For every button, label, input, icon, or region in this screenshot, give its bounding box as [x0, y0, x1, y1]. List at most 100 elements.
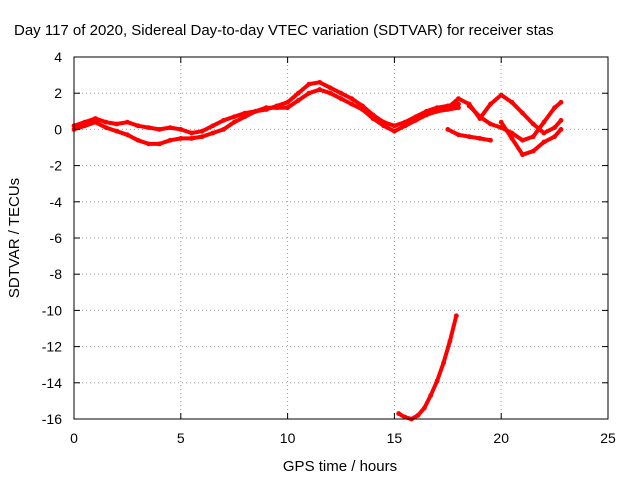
data-point — [509, 136, 515, 141]
data-point — [530, 134, 536, 140]
data-point — [295, 98, 301, 103]
data-point — [338, 96, 344, 102]
y-tick-label: 4 — [54, 49, 62, 65]
data-point — [221, 126, 226, 132]
data-point — [135, 123, 141, 129]
series-line-track-b — [72, 87, 461, 146]
data-point — [447, 338, 453, 344]
data-point — [349, 101, 355, 107]
data-point — [477, 114, 483, 120]
axis-ticks — [73, 56, 609, 420]
data-point — [157, 126, 162, 132]
data-point — [520, 110, 525, 116]
data-point — [456, 101, 461, 107]
x-tick-label: 15 — [387, 430, 403, 446]
data-point — [103, 119, 109, 125]
data-point — [466, 134, 472, 140]
data-point — [92, 116, 98, 121]
data-point — [530, 121, 536, 127]
data-point — [306, 90, 312, 96]
data-point — [338, 90, 344, 96]
data-point — [146, 125, 152, 130]
series-line-track-g — [396, 313, 459, 421]
data-point — [488, 137, 493, 143]
y-tick-label: 0 — [54, 121, 62, 137]
data-point — [434, 378, 440, 384]
y-tick-label: -2 — [50, 158, 63, 174]
data-point — [456, 96, 461, 102]
data-point — [498, 119, 504, 125]
data-point — [349, 96, 355, 102]
data-point — [558, 126, 564, 132]
data-point — [167, 125, 173, 130]
data-point — [135, 137, 141, 143]
data-point — [125, 119, 130, 125]
data-point — [413, 117, 419, 123]
x-tick-label: 20 — [493, 430, 509, 446]
data-point — [541, 139, 547, 145]
data-point — [558, 99, 564, 105]
data-point — [178, 136, 184, 141]
data-point — [456, 105, 461, 111]
y-tick-label: -12 — [42, 339, 62, 355]
y-tick-label: -4 — [50, 194, 63, 210]
data-point — [285, 99, 290, 105]
data-point — [92, 119, 98, 125]
data-point — [231, 114, 237, 120]
data-point — [552, 125, 557, 130]
data-point — [530, 148, 536, 154]
data-point — [520, 137, 525, 143]
data-point — [253, 108, 258, 114]
data-point — [370, 116, 376, 121]
y-tick-label: -16 — [42, 411, 62, 427]
data-point — [441, 360, 446, 366]
data-point — [428, 393, 434, 398]
data-point — [541, 130, 547, 136]
data-point — [199, 128, 205, 134]
data-point — [189, 136, 194, 141]
data-point — [306, 81, 312, 87]
data-point — [157, 141, 162, 147]
y-tick-label: -10 — [42, 302, 62, 318]
data-point — [210, 130, 216, 136]
grid-lines — [74, 57, 608, 419]
y-tick-label: -14 — [42, 375, 62, 391]
data-point — [415, 412, 421, 418]
data-point — [552, 105, 557, 111]
data-point — [392, 123, 397, 129]
data-point — [402, 414, 408, 420]
data-point — [263, 105, 269, 111]
data-point — [552, 134, 557, 140]
data-point — [488, 121, 493, 127]
data-point — [114, 128, 120, 134]
data-point — [520, 152, 525, 158]
data-point — [210, 123, 216, 129]
data-point — [199, 134, 205, 140]
data-point — [434, 108, 440, 114]
data-point — [466, 103, 472, 109]
x-tick-label: 5 — [177, 430, 185, 446]
data-point — [498, 92, 504, 98]
x-axis-label: GPS time / hours — [283, 458, 397, 475]
series-line-track-d — [467, 100, 563, 143]
data-point — [456, 132, 461, 138]
x-tick-label: 0 — [70, 430, 78, 446]
data-point — [125, 132, 130, 138]
y-tick-label: -8 — [50, 266, 63, 282]
data-point — [317, 79, 323, 85]
data-point — [82, 123, 88, 129]
data-point — [541, 119, 547, 125]
data-point — [114, 121, 120, 127]
data-point — [242, 114, 248, 120]
data-point — [381, 123, 387, 129]
y-tick-label: 2 — [54, 85, 62, 101]
data-series — [71, 79, 564, 422]
data-point — [327, 90, 333, 96]
y-tick-label: -6 — [50, 230, 63, 246]
data-point — [421, 405, 427, 411]
data-point — [103, 125, 109, 130]
data-point — [558, 117, 564, 123]
x-tick-label: 25 — [600, 430, 616, 446]
data-point — [359, 107, 365, 112]
